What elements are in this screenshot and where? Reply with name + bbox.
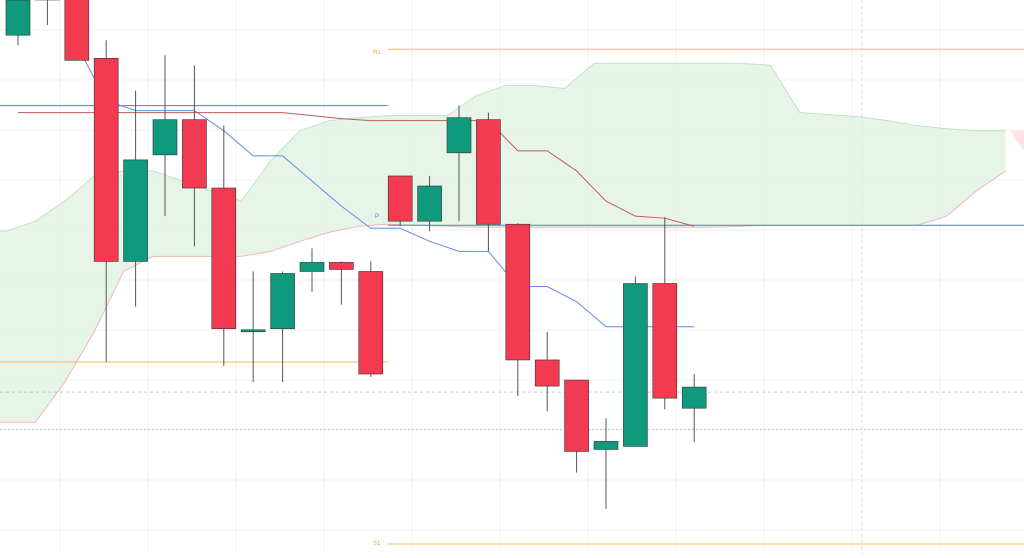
candle-down bbox=[652, 283, 678, 399]
candle-up bbox=[240, 329, 266, 333]
candle-down bbox=[564, 379, 589, 452]
candle-up bbox=[270, 273, 295, 330]
candle-down bbox=[534, 359, 560, 387]
candles bbox=[5, 0, 707, 509]
candle-up bbox=[152, 119, 178, 156]
pivot-label-r1: R1 bbox=[373, 50, 381, 56]
candle-up bbox=[417, 185, 442, 222]
candle-down bbox=[64, 0, 90, 61]
candle-up bbox=[123, 159, 148, 262]
candle-down bbox=[505, 223, 531, 361]
candle-down bbox=[387, 175, 413, 222]
candle-down bbox=[182, 119, 207, 189]
candle-down bbox=[358, 271, 384, 375]
pivot-label-p: P bbox=[375, 214, 379, 220]
cloud-fill bbox=[0, 63, 1006, 423]
candle-down bbox=[93, 58, 119, 262]
candle-up bbox=[623, 283, 648, 447]
candle-up bbox=[593, 441, 619, 450]
conversion-line bbox=[76, 45, 695, 328]
cloud-span-a bbox=[0, 62, 1006, 232]
candle-down bbox=[476, 119, 501, 225]
pivot-label-s1: S1 bbox=[373, 541, 381, 547]
candle-down bbox=[329, 262, 354, 270]
cloud-bear-tip bbox=[1010, 130, 1024, 151]
candle-down bbox=[211, 187, 237, 330]
base-line bbox=[18, 112, 695, 227]
candle-up bbox=[446, 117, 472, 154]
candle-up bbox=[5, 0, 31, 36]
pivot-labels: R1 P S1 bbox=[373, 50, 381, 547]
candle-up bbox=[299, 262, 325, 272]
candle-up bbox=[681, 386, 707, 409]
